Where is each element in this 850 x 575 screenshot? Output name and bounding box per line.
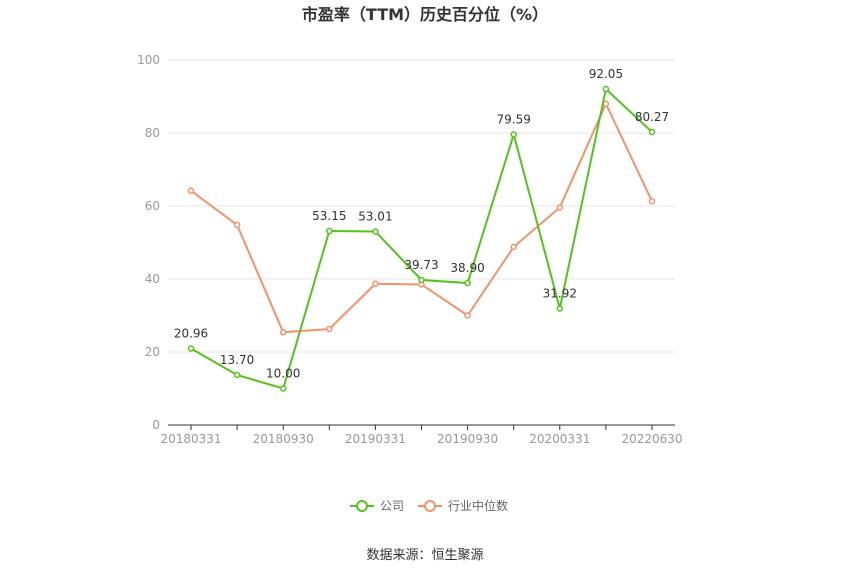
- x-tick-label: 20190930: [437, 432, 498, 446]
- legend-marker: [424, 500, 436, 512]
- data-label: 80.27: [635, 110, 669, 124]
- data-label: 79.59: [497, 112, 531, 126]
- y-tick-label: 60: [145, 199, 160, 213]
- data-point: [372, 228, 379, 235]
- data-point: [326, 325, 333, 333]
- y-tick-label: 40: [145, 272, 160, 286]
- legend-item-0[interactable]: 公司: [350, 499, 404, 513]
- data-point: [233, 371, 241, 379]
- data-label: 13.70: [220, 353, 254, 367]
- data-point: [372, 280, 379, 287]
- data-point: [556, 204, 564, 211]
- data-point: [464, 312, 471, 319]
- data-point: [648, 128, 656, 136]
- data-point: [418, 276, 425, 284]
- data-point: [510, 131, 517, 138]
- data-point: [510, 243, 517, 251]
- data-point: [187, 187, 195, 194]
- data-label: 20.96: [174, 326, 208, 340]
- data-point: [279, 385, 287, 392]
- data-point: [233, 221, 241, 229]
- chart-title: 市盈率（TTM）历史百分位（%）: [302, 5, 548, 24]
- x-tick-label: 20180331: [160, 432, 221, 446]
- x-tick-label: 20190331: [345, 432, 406, 446]
- data-point: [279, 329, 287, 336]
- y-tick-label: 20: [145, 345, 160, 359]
- x-tick-label: 20220630: [621, 432, 682, 446]
- grid: [168, 59, 675, 353]
- source-text: 数据来源：恒生聚源: [366, 548, 483, 563]
- data-point: [326, 227, 333, 235]
- legend-marker: [356, 500, 368, 512]
- legend[interactable]: 公司 行业中位数: [350, 498, 508, 513]
- x-tick-label: 20200331: [529, 432, 590, 446]
- data-label: 38.90: [450, 261, 484, 275]
- axes: 0 20 40 60 80 100 20180331 20180930 20190331 2019…: [137, 53, 682, 446]
- data-label: 92.05: [589, 67, 623, 81]
- series-line-0: [190, 87, 653, 390]
- data-point: [602, 85, 610, 93]
- y-tick-label: 80: [145, 126, 160, 140]
- series-layer: 20.96 13.70 10.00 53.15 53.01 39.73 38.90 79.59…: [174, 67, 669, 392]
- data-point: [556, 305, 564, 312]
- y-tick-label: 100: [137, 53, 160, 67]
- legend-label: 公司: [380, 499, 404, 513]
- data-label: 31.92: [543, 286, 577, 300]
- data-label: 10.00: [266, 367, 300, 381]
- legend-item-1[interactable]: 行业中位数: [418, 498, 508, 513]
- data-point: [648, 198, 656, 205]
- data-label: 39.73: [404, 258, 438, 272]
- data-point: [464, 279, 471, 287]
- series-line-1: [190, 101, 653, 334]
- x-tick-label: 20180930: [253, 432, 314, 446]
- data-label: 53.15: [312, 209, 346, 223]
- data-point: [187, 345, 195, 352]
- legend-label: 行业中位数: [448, 498, 508, 513]
- y-tick-label: 0: [152, 418, 160, 432]
- data-label: 53.01: [358, 210, 392, 224]
